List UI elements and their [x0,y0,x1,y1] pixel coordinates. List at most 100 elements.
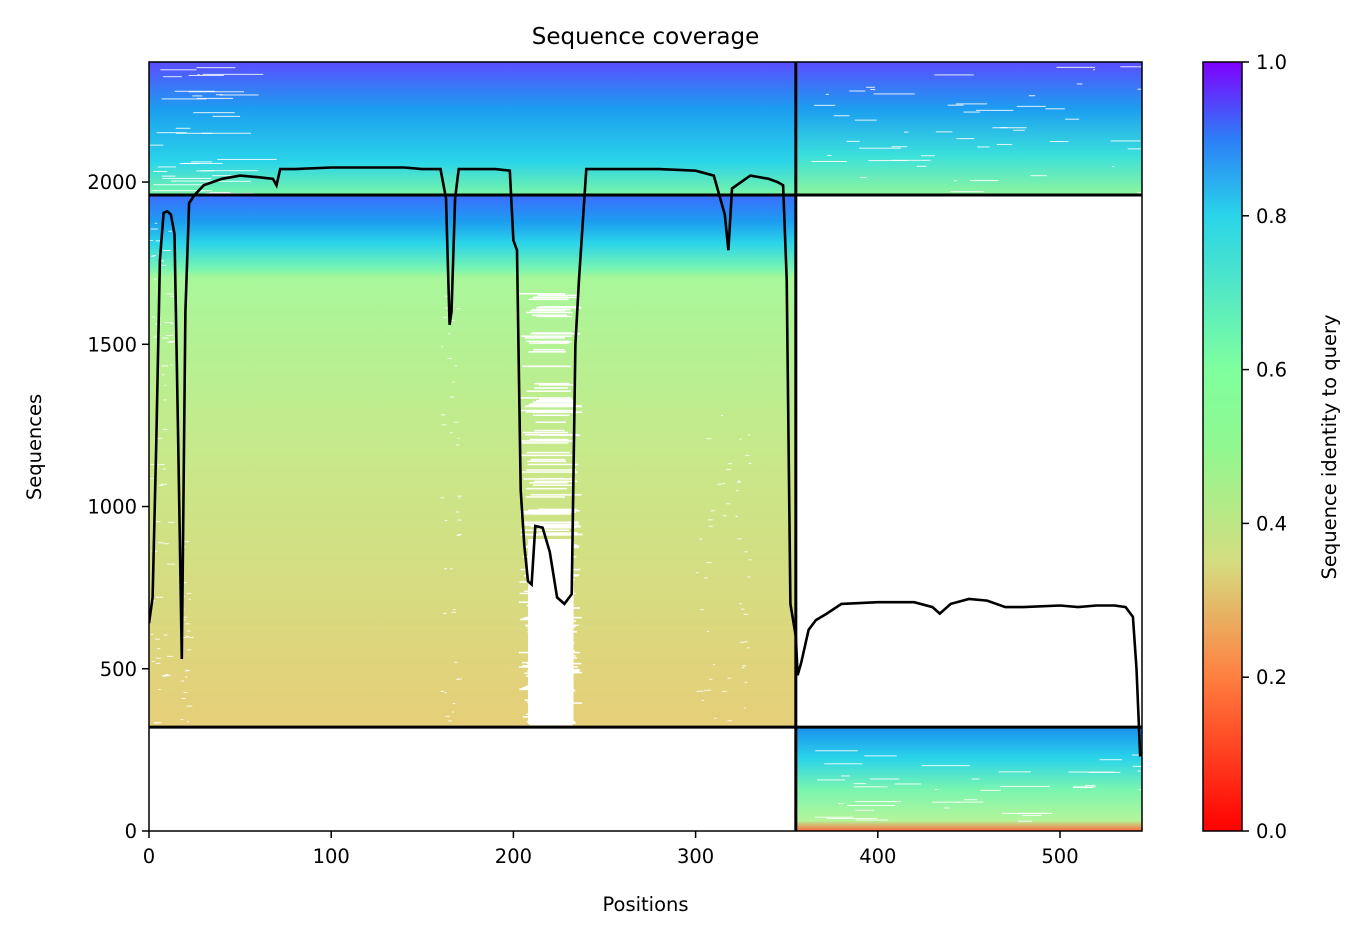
gap-streak [158,688,161,690]
gap-streak [184,670,190,672]
gap-streak [530,403,575,405]
gap-streak [1099,759,1123,761]
gap-streak [748,559,752,561]
gap-streak [181,697,186,699]
gap-streak [530,309,566,312]
gap-streak [826,817,877,819]
gap-streak [539,398,573,401]
coverage-blocks [149,62,1142,831]
gap-streak [934,74,974,76]
gap-streak [184,676,188,678]
x-tick-label: 100 [313,845,350,868]
colorbar-tick-label: 0.2 [1256,666,1287,689]
gap-streak [162,374,165,376]
gap-streak [699,690,704,692]
gap-streak [161,337,169,339]
y-axis-ticks: 0 500 1000 1500 2000 [87,171,149,843]
gap-streak [188,598,192,600]
gap-streak [180,680,185,682]
gap-streak [726,503,731,505]
plot-frame [148,61,1143,832]
gap-streak [921,765,970,767]
gap-streak [853,786,888,788]
gap-streak [455,444,460,446]
gap-streak [457,519,462,521]
gap-streak [947,104,964,106]
gap-streak [183,541,190,543]
gap-streak [1056,66,1096,68]
colorbar-ticks: 0.0 0.2 0.4 0.6 0.8 1.0 [1242,51,1287,843]
gap-streak [457,495,462,497]
colorbar-tick-label: 0.0 [1256,820,1287,843]
gap-streak [538,532,578,534]
gap-streak [528,509,575,511]
gap-streak [727,677,731,679]
gap-streak [525,411,565,413]
gap-streak [181,636,188,638]
gap-streak [969,180,999,182]
gap-streak [706,562,712,564]
gap-streak [748,462,752,464]
gap-streak [743,641,748,643]
gap-streak [455,511,460,513]
gap-streak [529,342,569,344]
gap-streak [964,799,978,801]
gap-streak [168,521,175,523]
gap-streak [706,630,709,632]
gap-streak [846,140,860,142]
gap-streak [525,311,573,314]
gap-streak [739,603,742,605]
gap-streak [521,471,578,473]
gap-streak [817,779,846,781]
gap-streak [977,146,990,148]
chart-title: Sequence coverage [532,24,760,50]
gap-streak [450,568,453,570]
gap-streak [521,442,569,444]
colorbar-tick-label: 0.8 [1256,205,1287,228]
gap-streak [160,483,167,485]
gap-streak [175,127,191,129]
gap-streak [696,691,699,693]
coverage-block [149,195,796,728]
gap-streak [188,91,245,93]
gap-streak [707,519,713,521]
gap-streak [155,240,163,242]
gap-streak [163,428,168,430]
x-tick-label: 400 [859,845,896,868]
gap-streak [444,692,448,694]
gap-streak [704,690,707,692]
gap-streak [533,484,572,486]
gap-streak [526,487,568,490]
gap-streak [860,176,867,178]
gap-streak [538,508,577,511]
gap-streak [166,293,174,295]
gap-streak [520,397,572,399]
gap-streak [212,115,241,117]
gap-streak [534,382,570,385]
gap-streak [219,94,259,96]
gap-streak [1072,787,1094,789]
gap-streak [186,705,193,707]
gap-streak [456,534,461,536]
gap-streak [180,543,183,545]
gap-streak [445,307,450,309]
gap-streak [708,525,713,527]
gap-streak [529,438,567,441]
gap-streak [530,458,566,461]
gap-streak [217,158,277,160]
gap-streak [522,524,574,526]
gap-streak [442,316,447,318]
gap-streak [181,616,188,618]
gap-streak [169,295,175,297]
gap-streak [854,119,877,121]
gap-streak [152,254,156,256]
gap-streak [156,132,187,134]
gap-streak [520,510,570,513]
gap-streak [165,675,168,677]
gap-streak [528,529,570,531]
gap-streak [153,722,162,724]
gap-streak [1137,88,1142,90]
gap-streak [955,103,988,105]
gap-streak [855,801,902,803]
